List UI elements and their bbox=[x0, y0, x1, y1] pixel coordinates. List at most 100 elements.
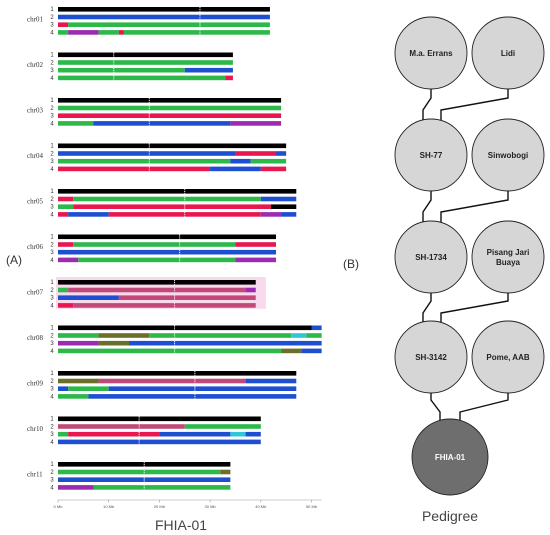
haplotype-segment bbox=[58, 280, 256, 285]
haplotype-segment bbox=[88, 394, 297, 399]
track-number: 2 bbox=[50, 333, 54, 339]
chromosome-chr04: chr04 12 3 4 bbox=[27, 143, 287, 173]
track-number: 2 bbox=[50, 379, 54, 385]
node-label: Pome, AAB bbox=[486, 353, 529, 362]
pedigree-edge bbox=[440, 291, 509, 323]
haplotype-segment bbox=[58, 52, 233, 58]
axis-tick-label: 20 Mb bbox=[154, 504, 166, 509]
chromosome-chr03: chr03 1 2 34 bbox=[27, 98, 282, 127]
node-label: M.a. Errans bbox=[409, 49, 453, 58]
haplotype-segment bbox=[281, 348, 302, 354]
track-number: 1 bbox=[50, 53, 54, 59]
pedigree-node-ma-errans: M.a. Errans bbox=[394, 16, 468, 90]
haplotype-segment bbox=[98, 333, 150, 338]
haplotype-segment bbox=[118, 30, 124, 35]
track-number: 2 bbox=[50, 242, 54, 248]
track-number: 2 bbox=[50, 151, 54, 157]
haplotype-segment bbox=[225, 75, 233, 81]
haplotype-segment bbox=[235, 242, 277, 247]
haplotype-segment bbox=[230, 431, 246, 437]
haplotype-segment bbox=[306, 333, 322, 338]
haplotype-segment bbox=[128, 340, 322, 346]
haplotype-segment bbox=[58, 303, 74, 308]
axis-tick-label: 0 Mb bbox=[54, 504, 64, 509]
axis-tick-label: 30 Mb bbox=[205, 504, 217, 509]
track-number: 3 bbox=[50, 68, 54, 74]
haplotype-segment bbox=[68, 30, 99, 35]
panel-a-label: (A) bbox=[6, 253, 22, 267]
haplotype-segment bbox=[159, 431, 231, 437]
haplotype-segment bbox=[98, 30, 119, 35]
haplotype-segment bbox=[220, 469, 231, 475]
haplotype-segment bbox=[58, 22, 69, 27]
haplotype-segment bbox=[245, 287, 256, 293]
track-number: 1 bbox=[50, 326, 54, 332]
node-circle bbox=[394, 320, 468, 394]
chromosome-chr01: chr01 1 2 34 bbox=[27, 7, 270, 36]
haplotype-segment bbox=[58, 113, 282, 118]
node-label: Sinwobogi bbox=[488, 151, 528, 160]
axis-tick-label: 10 Mb bbox=[103, 504, 115, 509]
haplotype-segment bbox=[73, 303, 256, 308]
node-label: Pisang Jari bbox=[487, 248, 530, 257]
haplotype-segment bbox=[58, 394, 89, 399]
node-circle bbox=[394, 220, 468, 294]
haplotype-segment bbox=[58, 143, 287, 149]
pedigree-edge bbox=[422, 189, 432, 223]
pedigree-edge bbox=[440, 87, 509, 121]
track-number: 4 bbox=[50, 30, 54, 36]
track-number: 2 bbox=[50, 197, 54, 203]
pedigree-edge bbox=[430, 391, 441, 421]
chromosome-chr11: chr11 1 2 34 bbox=[27, 462, 231, 491]
panel-b-caption: Pedigree bbox=[422, 508, 478, 524]
haplotype-segment bbox=[58, 189, 297, 194]
haplotype-segment bbox=[108, 386, 297, 391]
track-number: 4 bbox=[50, 440, 54, 446]
haplotype-segment bbox=[260, 166, 287, 172]
chromosome-label: chr08 bbox=[27, 334, 43, 342]
haplotype-segment bbox=[149, 333, 292, 338]
pedigree-edge bbox=[459, 391, 509, 421]
pedigree-node-pome-aab: Pome, AAB bbox=[471, 320, 545, 394]
haplotype-segment bbox=[58, 14, 270, 20]
node-label: Buaya bbox=[496, 258, 521, 267]
node-label: SH-3142 bbox=[415, 353, 447, 362]
chromosome-chr02: chr02 12 3 4 bbox=[27, 52, 233, 82]
haplotype-segment bbox=[291, 333, 307, 338]
haplotype-segment bbox=[58, 196, 74, 202]
axis-tick-label: 40 Mb bbox=[255, 504, 267, 509]
pedigree-node-lidi: Lidi bbox=[471, 16, 545, 90]
haplotype-segment bbox=[58, 431, 69, 437]
haplotype-segment bbox=[58, 242, 74, 247]
haplotype-segment bbox=[58, 67, 185, 73]
haplotype-segment bbox=[58, 340, 99, 346]
haplotype-segment bbox=[260, 212, 282, 217]
haplotype-segment bbox=[93, 121, 231, 126]
haplotype-segment bbox=[58, 333, 99, 338]
haplotype-segment bbox=[78, 257, 236, 263]
haplotype-segment bbox=[210, 166, 261, 172]
haplotype-segment bbox=[68, 22, 270, 27]
haplotype-segment bbox=[58, 424, 185, 429]
haplotype-segment bbox=[58, 98, 282, 103]
haplotype-segment bbox=[245, 431, 261, 437]
haplotype-segment bbox=[311, 325, 322, 331]
track-number: 2 bbox=[50, 106, 54, 112]
haplotype-segment bbox=[68, 431, 160, 437]
pedigree-node-sinwobogi: Sinwobogi bbox=[471, 118, 545, 192]
chromosome-chr06: chr06 12 3 4 bbox=[27, 234, 277, 264]
track-number: 2 bbox=[50, 470, 54, 476]
node-circle bbox=[394, 16, 468, 90]
haplotype-segment bbox=[230, 121, 282, 126]
node-label: Lidi bbox=[501, 49, 515, 58]
track-number: 1 bbox=[50, 462, 54, 468]
haplotype-segment bbox=[58, 287, 69, 293]
pedigree-node-sh-3142: SH-3142 bbox=[394, 320, 468, 394]
haplotype-segment bbox=[58, 485, 94, 490]
node-circle bbox=[394, 118, 468, 192]
chromosome-label: chr07 bbox=[27, 289, 43, 297]
chromosome-label: chr06 bbox=[27, 243, 43, 251]
pedigree-edge bbox=[440, 189, 509, 223]
chromosome-chr08: chr08 12 3 4 bbox=[27, 325, 322, 355]
